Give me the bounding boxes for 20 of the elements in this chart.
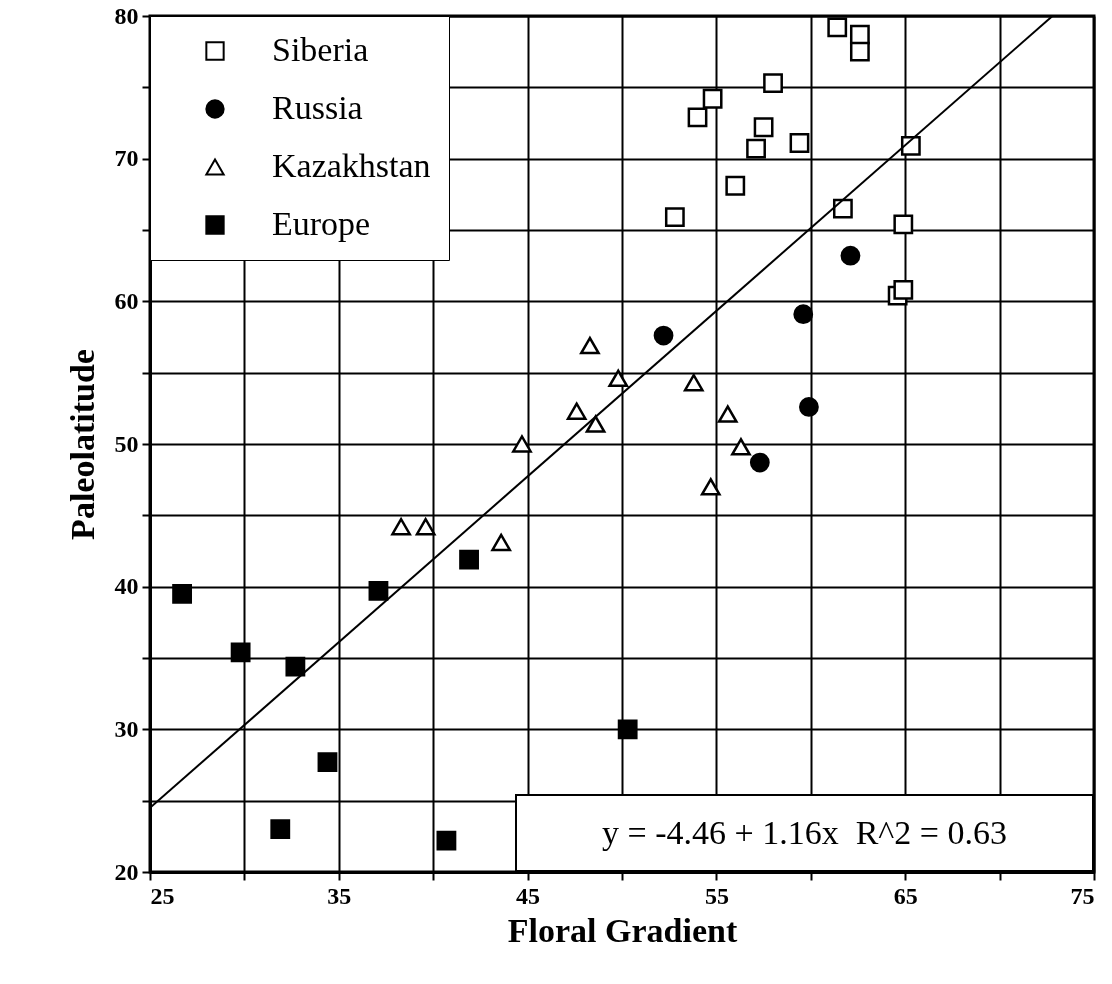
x-tick-label: 25 [150,882,175,909]
y-tick-label: 20 [114,858,139,885]
legend-label: Russia [272,89,363,126]
x-tick-label: 45 [516,882,541,909]
x-tick-label: 35 [327,882,352,909]
legend-label: Europe [272,205,371,242]
legend-label: Kazakhstan [272,147,431,184]
x-tick-label: 55 [704,882,729,909]
y-tick-label: 50 [114,430,139,457]
x-axis-title: Floral Gradient [507,911,738,949]
y-tick-label: 80 [114,2,139,29]
y-tick-label: 40 [114,573,139,600]
legend-label: Siberia [272,31,369,68]
x-tick-label: 75 [1070,882,1095,909]
y-tick-label: 60 [114,287,139,314]
y-axis-title: Paleolatitude [63,349,101,540]
note-box: y = -4.46 + 1.16x R^2 = 0.63 [515,794,1094,872]
x-tick-label: 65 [893,882,918,909]
y-tick-label: 70 [114,145,139,172]
y-tick-label: 30 [114,715,139,742]
